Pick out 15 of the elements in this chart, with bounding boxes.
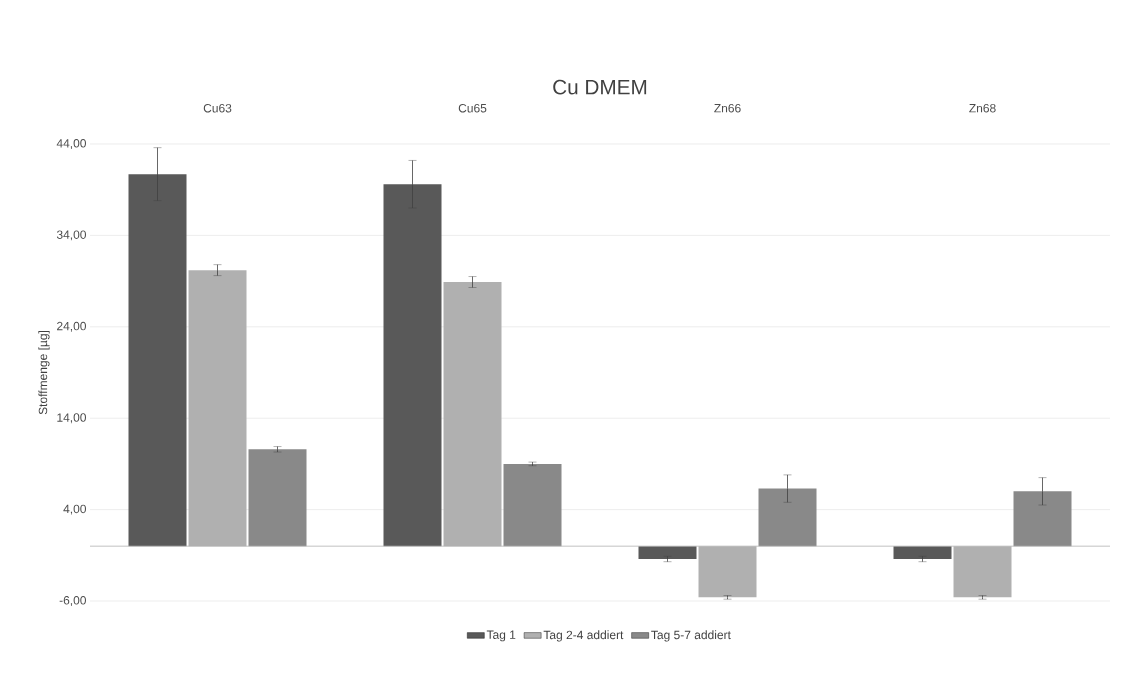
x-tick-label: Zn68	[969, 103, 996, 113]
y-tick-label: 4,00	[63, 504, 87, 515]
y-tick-label: 14,00	[57, 413, 87, 424]
chart-title: Cu DMEM	[553, 79, 647, 95]
legend-label: Tag 5-7 addiert	[651, 630, 731, 642]
legend-label: Tag 1	[486, 630, 516, 642]
y-tick-label: -6,00	[59, 596, 87, 606]
y-tick-label: 34,00	[56, 230, 87, 241]
y-tick-label: 44,00	[56, 139, 87, 149]
x-tick-label: Cu63	[203, 103, 232, 113]
legend-label: Tag 2-4 addiert	[543, 630, 624, 642]
x-tick-label: Zn66	[714, 103, 741, 113]
y-axis-title: Stoffmenge [µg]	[38, 331, 50, 415]
x-tick-label: Cu65	[458, 103, 487, 113]
y-tick-label: 24,00	[57, 321, 87, 332]
